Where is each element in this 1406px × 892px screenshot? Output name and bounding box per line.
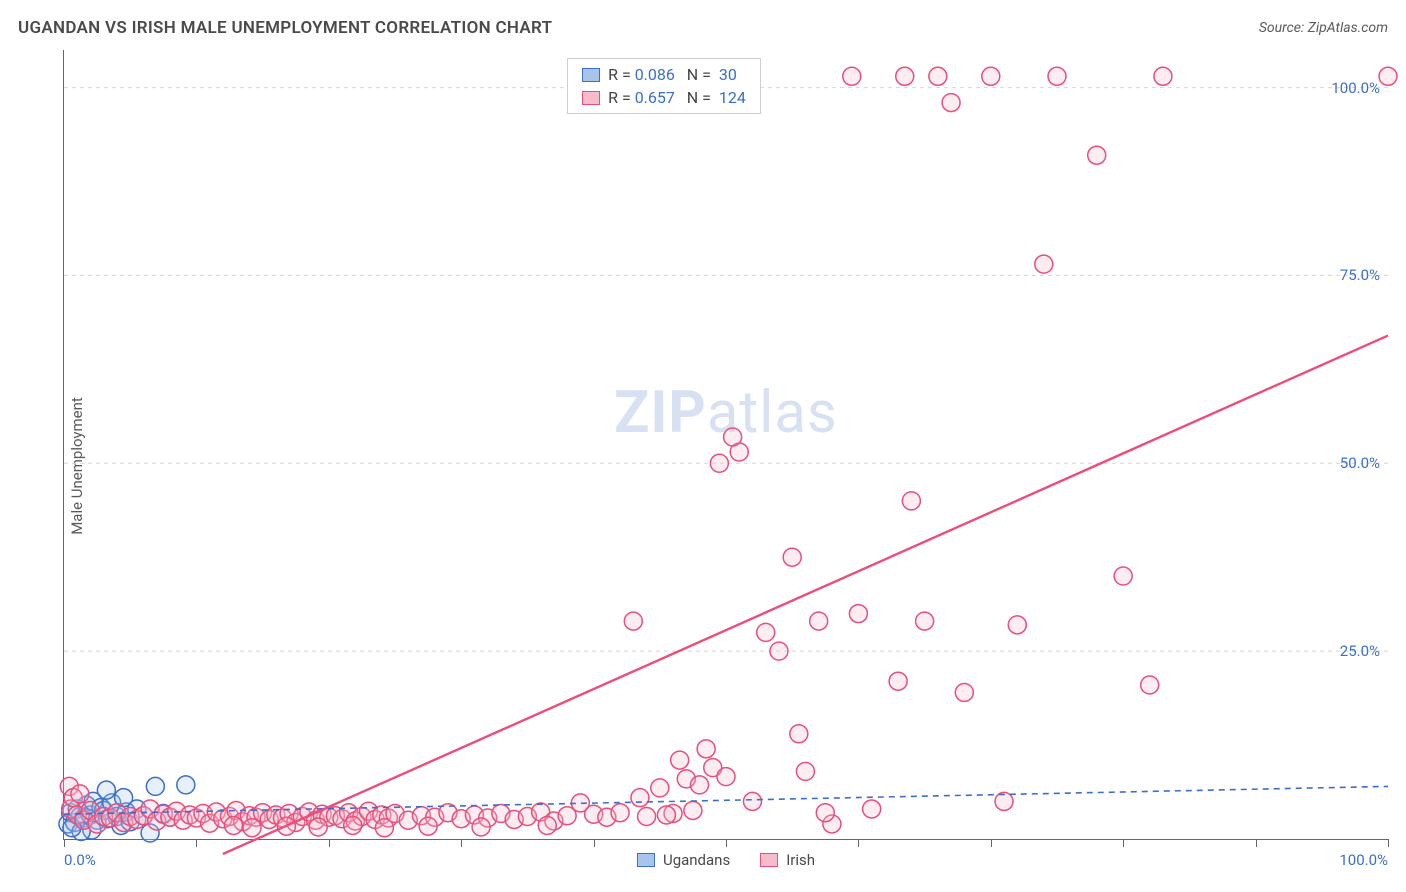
- legend-label: Irish: [786, 851, 815, 869]
- legend-label: Ugandans: [663, 851, 730, 869]
- y-tick-label: 25.0%: [1340, 642, 1380, 660]
- x-tick: [329, 839, 330, 847]
- stats-text: R = 0.657 N = 124: [608, 88, 746, 107]
- stats-legend-row: R = 0.086 N = 30: [568, 63, 760, 86]
- x-tick-label: 0.0%: [64, 851, 96, 869]
- swatch-icon: [582, 68, 600, 82]
- swatch-icon: [760, 853, 778, 867]
- x-tick: [594, 839, 595, 847]
- series-legend: Ugandans Irish: [637, 851, 815, 869]
- stats-legend: R = 0.086 N = 30 R = 0.657 N = 124: [567, 58, 761, 114]
- x-tick: [858, 839, 859, 847]
- stats-text: R = 0.086 N = 30: [608, 65, 737, 84]
- x-tick-label: 100.0%: [1339, 851, 1388, 869]
- x-tick: [196, 839, 197, 847]
- legend-item: Ugandans: [637, 851, 730, 869]
- y-tick-label: 100.0%: [1331, 79, 1380, 97]
- x-tick: [1123, 839, 1124, 847]
- x-tick: [726, 839, 727, 847]
- chart-header: UGANDAN VS IRISH MALE UNEMPLOYMENT CORRE…: [18, 18, 1388, 38]
- x-tick: [64, 839, 65, 847]
- chart-source: Source: ZipAtlas.com: [1259, 20, 1388, 36]
- x-tick: [991, 839, 992, 847]
- legend-item: Irish: [760, 851, 815, 869]
- x-tick: [1256, 839, 1257, 847]
- x-tick: [1388, 839, 1389, 847]
- plot-region: ZIPatlas R = 0.086 N = 30R = 0.657 N = 1…: [63, 50, 1388, 840]
- regression-line: [223, 336, 1388, 854]
- chart-area: Male Unemployment ZIPatlas R = 0.086 N =…: [18, 50, 1388, 882]
- regression-line: [64, 786, 1388, 814]
- x-tick: [461, 839, 462, 847]
- chart-title: UGANDAN VS IRISH MALE UNEMPLOYMENT CORRE…: [18, 18, 552, 38]
- swatch-icon: [582, 91, 600, 105]
- swatch-icon: [637, 853, 655, 867]
- y-tick-label: 50.0%: [1340, 454, 1380, 472]
- regression-layer: [64, 50, 1388, 839]
- stats-legend-row: R = 0.657 N = 124: [568, 86, 760, 109]
- y-tick-label: 75.0%: [1340, 266, 1380, 284]
